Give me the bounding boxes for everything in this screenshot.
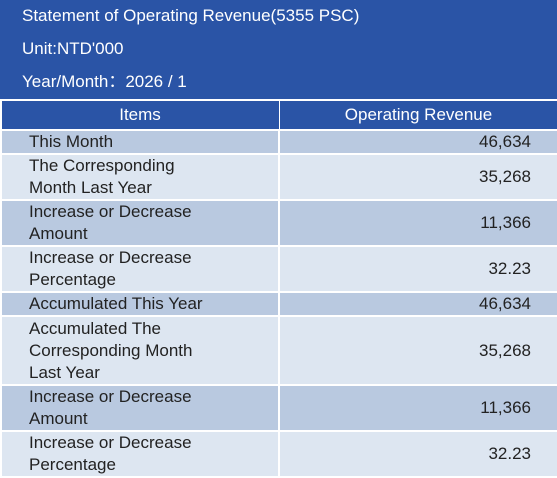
row-value: 32.23 [278,430,557,478]
row-value: 11,366 [278,199,557,247]
period-label: Year/Month：2026 / 1 [22,72,187,91]
table-header-row: Items Operating Revenue [0,99,557,130]
row-item-label: Increase or Decrease Amount [0,384,280,432]
table-row: Increase or Decrease Amount 11,366 [0,384,557,432]
table-row: Accumulated This Year 46,634 [0,291,557,317]
row-item-label: The Corresponding Month Last Year [0,153,280,201]
column-header-operating-revenue: Operating Revenue [278,99,557,130]
row-value: 35,268 [278,153,557,201]
unit-label: Unit:NTD'000 [22,39,124,58]
row-item-label: This Month [0,129,280,155]
row-value: 46,634 [278,129,557,155]
row-value: 46,634 [278,291,557,317]
row-item-label: Increase or Decrease Percentage [0,430,280,478]
revenue-table: Items Operating Revenue This Month 46,63… [0,99,557,478]
row-item-label: Accumulated This Year [0,291,280,317]
table-row: Increase or Decrease Percentage 32.23 [0,430,557,478]
table-row: The Corresponding Month Last Year 35,268 [0,153,557,201]
row-value: 32.23 [278,245,557,293]
table-row: Increase or Decrease Amount 11,366 [0,199,557,247]
table-row: Accumulated The Corresponding Month Last… [0,315,557,386]
row-value: 35,268 [278,315,557,386]
table-row: This Month 46,634 [0,129,557,155]
row-item-label: Accumulated The Corresponding Month Last… [0,315,280,386]
statement-header: Statement of Operating Revenue(5355 PSC)… [0,0,557,99]
statement-title: Statement of Operating Revenue(5355 PSC) [22,6,360,25]
row-value: 11,366 [278,384,557,432]
table-row: Increase or Decrease Percentage 32.23 [0,245,557,293]
row-item-label: Increase or Decrease Percentage [0,245,280,293]
row-item-label: Increase or Decrease Amount [0,199,280,247]
column-header-items: Items [0,99,280,130]
